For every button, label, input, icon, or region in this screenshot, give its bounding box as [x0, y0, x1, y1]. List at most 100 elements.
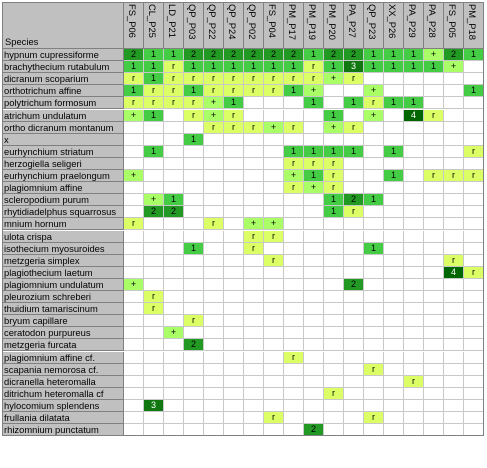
table-cell: r	[244, 85, 264, 98]
table-cell: r	[264, 254, 284, 267]
abundance-value: r	[212, 218, 215, 229]
table-cell: r	[424, 170, 444, 183]
abundance-value: r	[372, 412, 375, 422]
table-cell	[224, 399, 244, 412]
plot-header-label: PM_P17	[287, 4, 298, 40]
species-name: dicranum scoparium	[2, 73, 124, 86]
abundance-value: 1	[470, 49, 476, 59]
abundance-value: +	[210, 97, 217, 108]
table-cell	[444, 133, 464, 146]
table-cell	[344, 424, 364, 437]
table-cell: r	[204, 73, 224, 86]
abundance-value: +	[270, 121, 277, 132]
table-cell: r	[304, 157, 324, 170]
table-cell: +	[204, 109, 224, 122]
table-cell	[124, 375, 144, 388]
table-cell	[184, 363, 204, 376]
table-cell: 1	[144, 61, 164, 74]
table-cell	[324, 339, 344, 352]
table-cell	[344, 170, 364, 183]
table-cell	[284, 206, 304, 219]
table-cell	[164, 278, 184, 291]
abundance-value: r	[232, 85, 235, 96]
table-cell	[304, 230, 324, 243]
table-cell: r	[244, 230, 264, 243]
table-cell	[184, 278, 204, 291]
table-cell	[284, 97, 304, 110]
table-cell	[384, 412, 404, 425]
table-cell: 1	[364, 242, 384, 255]
table-cell	[324, 327, 344, 340]
table-cell: +	[304, 85, 324, 98]
abundance-value: 1	[330, 206, 336, 217]
table-cell: 1	[144, 49, 164, 62]
table-cell	[404, 339, 424, 352]
table-cell	[384, 73, 404, 86]
table-cell	[284, 278, 304, 291]
table-cell	[204, 412, 224, 425]
abundance-value: r	[292, 157, 295, 168]
abundance-value: r	[292, 121, 295, 132]
abundance-value: r	[412, 375, 415, 386]
table-cell	[344, 254, 364, 267]
table-cell: r	[184, 315, 204, 328]
table-cell	[404, 157, 424, 170]
table-cell	[144, 412, 164, 425]
table-cell	[184, 194, 204, 207]
table-cell	[364, 327, 384, 340]
table-cell	[184, 412, 204, 425]
plot-header: FS_P04	[264, 2, 284, 49]
table-cell	[404, 242, 424, 255]
table-cell	[324, 303, 344, 316]
table-cell	[324, 399, 344, 412]
table-cell	[164, 254, 184, 267]
abundance-value: r	[252, 73, 255, 84]
table-cell: r	[264, 230, 284, 243]
table-cell	[184, 399, 204, 412]
table-cell	[384, 339, 404, 352]
table-cell: 2	[344, 194, 364, 207]
table-cell	[124, 399, 144, 412]
table-cell: +	[364, 109, 384, 122]
table-cell	[224, 242, 244, 255]
species-name: rhytidiadelphus squarrosus	[2, 206, 124, 219]
table-cell	[204, 303, 224, 316]
table-cell	[184, 182, 204, 195]
table-cell	[284, 315, 304, 328]
table-cell	[244, 145, 264, 158]
table-cell	[344, 157, 364, 170]
table-cell: r	[324, 182, 344, 195]
plot-header-label: CL_P25	[147, 4, 158, 38]
table-cell	[464, 194, 484, 207]
species-name: plagiomnium affine	[2, 182, 124, 195]
table-cell	[164, 303, 184, 316]
abundance-value: 1	[350, 97, 356, 108]
table-cell	[364, 351, 384, 364]
table-cell	[164, 145, 184, 158]
abundance-value: r	[292, 182, 295, 193]
table-cell: +	[204, 97, 224, 110]
table-cell	[124, 266, 144, 279]
plot-header: XX_P26	[384, 2, 404, 49]
abundance-value: 2	[350, 49, 356, 59]
table-cell: 2	[184, 339, 204, 352]
abundance-value: 4	[410, 109, 416, 120]
table-cell: 1	[124, 61, 144, 74]
plot-header-label: PM_P18	[467, 4, 478, 40]
abundance-value: r	[252, 121, 255, 132]
table-cell	[264, 145, 284, 158]
table-cell: 1	[464, 49, 484, 62]
table-cell	[404, 266, 424, 279]
table-cell	[424, 375, 444, 388]
table-cell: r	[244, 242, 264, 255]
table-cell: r	[284, 157, 304, 170]
plot-header-label: FS_P05	[447, 4, 458, 38]
table-cell	[404, 85, 424, 98]
table-cell	[204, 291, 224, 304]
abundance-value: 1	[310, 97, 316, 108]
table-cell	[404, 73, 424, 86]
table-cell	[184, 230, 204, 243]
table-cell	[224, 157, 244, 170]
table-cell	[404, 145, 424, 158]
table-cell	[224, 387, 244, 400]
